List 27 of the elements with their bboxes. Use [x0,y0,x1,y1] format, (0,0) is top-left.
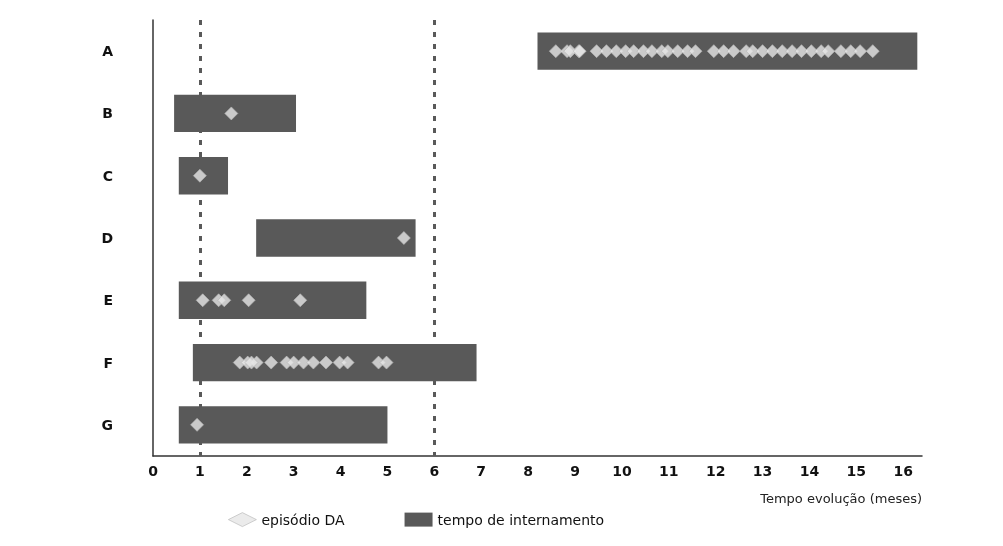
x-tick-label: 12 [705,463,726,479]
x-tick-label: 15 [846,463,867,479]
x-tick-label: 14 [799,463,820,479]
y-tick-label: C [102,167,113,184]
x-tick-label: 7 [476,463,487,479]
x-tick-label: 0 [148,463,159,479]
y-tick-label: G [101,416,113,433]
legend-label: episódio DA [261,511,345,528]
y-tick-label: B [102,105,113,122]
x-tick-label: 9 [570,463,580,479]
x-tick-label: 8 [523,463,533,479]
x-tick-label: 1 [195,463,205,479]
x-tick-label: 10 [612,463,632,479]
legend-label: tempo de internamento [437,511,605,528]
x-tick-label: 16 [893,463,913,479]
x-tick-label: 6 [429,463,440,479]
x-tick-label: 3 [288,463,299,479]
y-tick-label: F [103,354,113,371]
x-tick-label: 5 [382,463,393,479]
y-tick-label: E [103,292,113,309]
x-tick-label: 13 [752,463,773,479]
x-tick-label: 11 [659,463,679,479]
y-tick-label: A [102,43,114,60]
x-axis-title: Tempo evolução (meses) [759,491,922,506]
x-tick-label: 2 [241,463,252,479]
y-tick-label: D [101,230,113,246]
x-tick-label: 4 [335,463,346,479]
